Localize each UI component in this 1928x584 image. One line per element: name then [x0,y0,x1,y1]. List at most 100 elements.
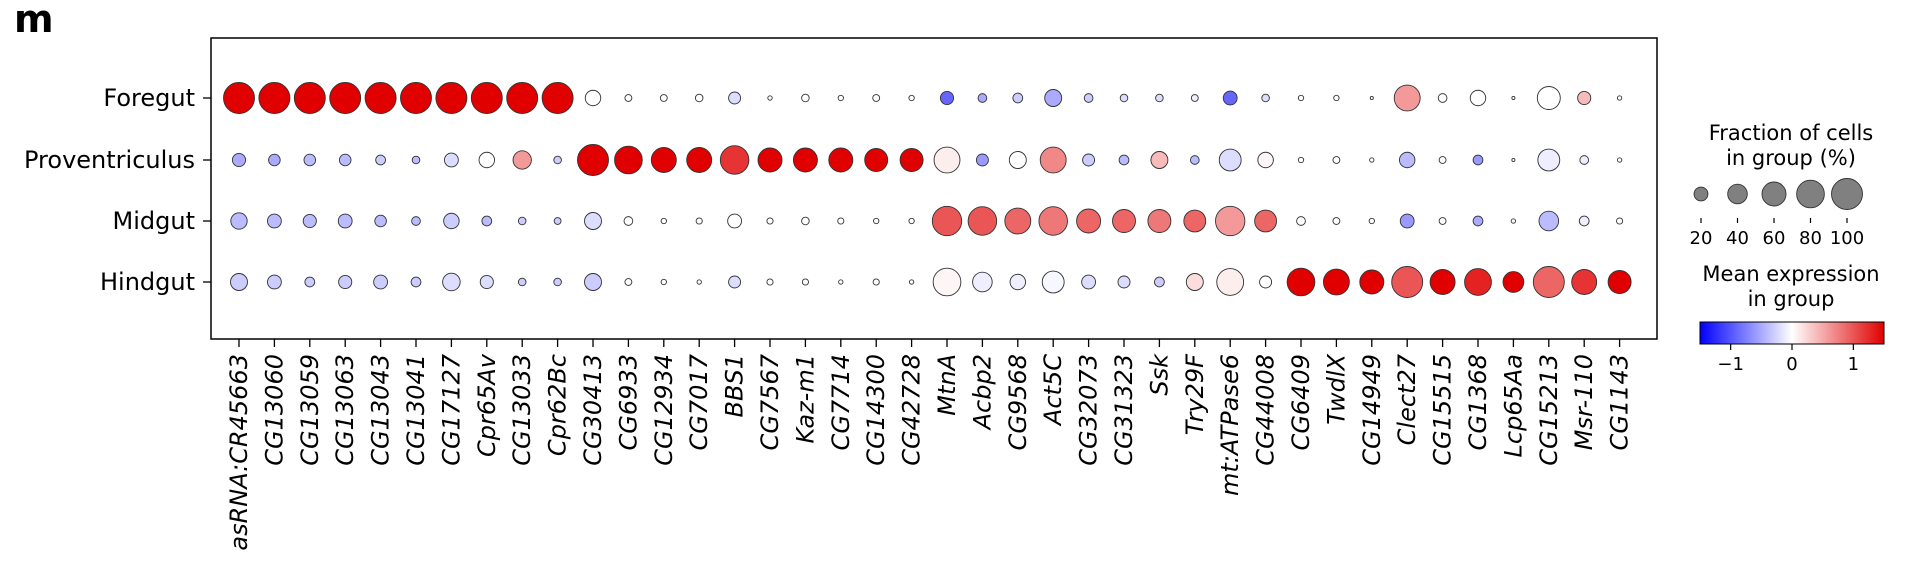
column-label: CG14300 [862,354,890,466]
dot-hindgut-CG15213 [1532,266,1565,298]
size-legend-label: 100 [1830,228,1864,249]
dot-hindgut-CG13033 [517,277,527,287]
dot-proventriculus-Try29F [1189,155,1200,165]
dot-proventriculus-CG14300 [864,148,889,172]
dot-foregut-TwdlX [1333,94,1340,102]
dot-proventriculus-CG17127 [444,152,459,168]
dot-foregut-asRNA:CR45663 [223,82,255,114]
column-label: Lcp65Aa [1499,354,1527,457]
column-label: CG7714 [827,354,855,450]
size-legend-title: Fraction of cells in group (%) [1709,121,1874,170]
dot-proventriculus-CG14949 [1369,157,1375,163]
dot-hindgut-CG9568 [1009,273,1026,291]
dot-proventriculus-CG1143 [1616,157,1623,163]
dot-proventriculus-CG31323 [1118,154,1130,166]
dot-hindgut-CG7567 [766,278,774,286]
dot-foregut-CG32073 [1083,93,1094,103]
dot-hindgut-CG13041 [410,276,422,288]
dot-midgut-MtnA [931,205,963,237]
column-label: CG1143 [1606,354,1634,450]
column-label: CG12934 [650,354,678,466]
size-legend-label: 40 [1726,228,1749,249]
column-label: TwdlX [1322,353,1350,424]
dot-midgut-CG6933 [623,216,634,226]
dot-hindgut-CG12934 [660,278,667,286]
dot-midgut-CG7714 [837,217,845,225]
dot-midgut-CG15515 [1438,217,1447,225]
size-legend-dot [1796,179,1825,209]
dot-midgut-CG30413 [584,212,602,230]
dot-midgut-CG13041 [411,216,421,226]
color-legend-title: Mean expression in group [1702,262,1879,311]
column-label: MtnA [933,354,961,416]
dot-midgut-CG7017 [695,217,703,225]
dot-hindgut-Act5C [1041,270,1065,294]
dot-hindgut-CG13059 [304,276,316,288]
dot-foregut-BBS1 [728,91,742,105]
column-label: asRNA:CR45663 [225,354,253,551]
dot-foregut-CG13033 [506,82,539,114]
dot-hindgut-CG13060 [267,274,282,290]
column-label: CG15213 [1535,354,1563,466]
dot-proventriculus-CG30413 [577,144,609,176]
dot-proventriculus-CG6933 [614,145,643,175]
dot-foregut-CG6409 [1297,94,1305,102]
column-label: CG6933 [614,354,642,450]
row-label-proventriculus: Proventriculus [24,146,195,174]
dot-midgut-CG13059 [302,213,317,229]
dot-hindgut-CG6933 [624,278,633,286]
color-legend-label: −1 [1717,354,1744,375]
dot-hindgut-CG7714 [838,279,844,285]
column-label: CG15515 [1429,354,1457,466]
column-label: CG14949 [1358,354,1386,466]
column-label: mt:ATPase6 [1216,354,1244,496]
dot-proventriculus-CG9568 [1008,151,1027,169]
dot-midgut-CG14300 [873,217,880,225]
size-legend-dot [1761,181,1787,207]
dot-midgut-Lcp65Aa [1510,218,1517,224]
column-label: CG30413 [579,354,607,466]
color-legend: Mean expression in group −1 0 1 [1699,262,1885,375]
plot-frame [210,37,1658,340]
column-label: Kaz-m1 [791,354,819,444]
dot-hindgut-Kaz-m1 [801,278,809,286]
dot-hindgut-CG14949 [1359,269,1385,295]
dot-proventriculus-CG15213 [1537,148,1561,172]
dot-foregut-CG1143 [1616,95,1623,101]
dot-midgut-CG13033 [517,216,527,226]
column-label: CG17127 [437,353,465,465]
dot-midgut-CG42728 [908,217,915,225]
dot-foregut-CG17127 [435,82,468,114]
dot-proventriculus-CG12934 [650,147,677,173]
dot-foregut-CG15213 [1536,86,1561,110]
row-label-hindgut: Hindgut [100,268,195,296]
dot-foregut-CG7017 [694,93,704,103]
column-label: CG44008 [1252,354,1280,466]
column-label: Act5C [1039,354,1067,427]
dot-midgut-CG13043 [374,214,387,228]
dot-midgut-CG14949 [1368,217,1375,225]
column-label: Cpr62Bc [544,354,572,456]
dot-foregut-Act5C [1044,89,1063,107]
dot-foregut-Cpr65Av [470,82,503,114]
column-label: Try29F [1181,353,1209,435]
dot-midgut-CG15213 [1538,210,1560,232]
column-label: Msr-110 [1570,354,1598,450]
column-label: Acbp2 [968,354,996,431]
column-label: CG13063 [331,354,359,466]
dot-foregut-CG13041 [400,82,432,114]
dot-hindgut-MtnA [932,267,962,297]
column-label: BBS1 [721,354,749,417]
dot-hindgut-CG1368 [1464,268,1492,296]
color-legend-label: 0 [1786,354,1797,375]
dot-midgut-Try29F [1183,209,1207,233]
dot-proventriculus-BBS1 [719,145,750,175]
dot-hindgut-Acbp2 [972,271,993,293]
dot-hindgut-CG7017 [696,279,702,285]
dot-proventriculus-CG42728 [899,148,924,172]
column-label: CG7567 [756,353,784,450]
row-label-foregut: Foregut [103,84,195,112]
dot-midgut-CG31323 [1112,209,1136,233]
dot-foregut-CG13060 [258,82,291,114]
